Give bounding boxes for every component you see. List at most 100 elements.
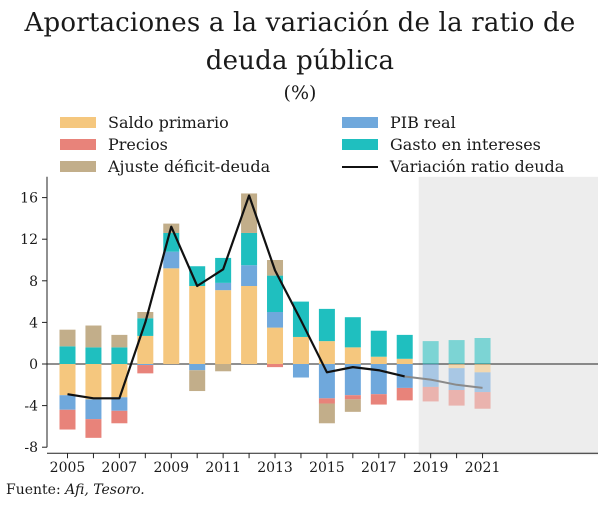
legend-item-ajuste: Ajuste déficit-deuda: [60, 157, 270, 176]
bar-pib-real: [241, 265, 258, 286]
bar-saldo-primario: [396, 358, 413, 364]
bar-pib-real: [292, 364, 309, 378]
legend-swatch-ajuste: [60, 161, 96, 172]
legend-label-saldo-primario: Saldo primario: [108, 113, 229, 132]
bar-saldo-primario: [137, 335, 154, 364]
bar-pib-real: [422, 364, 439, 387]
legend-label-variacion-ratio: Variación ratio deuda: [390, 157, 565, 176]
y-tick-label: 8: [29, 274, 38, 290]
x-tick-label: 2015: [309, 460, 345, 476]
y-tick-label: -8: [24, 440, 38, 456]
bar-precios: [448, 390, 465, 406]
y-tick-label: -4: [24, 399, 38, 415]
bar-gasto-en-intereses: [59, 346, 76, 364]
line-variacion-ratio-deuda-forecast: [404, 375, 483, 389]
bar-precios: [318, 398, 335, 404]
legend-swatch-saldo-primario: [60, 117, 96, 128]
bar-precios: [474, 392, 491, 409]
legend-item-gasto-intereses: Gasto en intereses: [342, 135, 541, 154]
bar-saldo-primario: [474, 364, 491, 373]
line-variacion-ratio-deuda: [67, 194, 405, 400]
legend-item-pib-real: PIB real: [342, 113, 456, 132]
bar-gasto-en-intereses: [189, 266, 206, 286]
x-tick-label: 2005: [50, 460, 86, 476]
bar-precios: [344, 395, 361, 400]
source-prefix: Fuente:: [6, 482, 66, 498]
bar-saldo-primario: [85, 364, 102, 400]
bar-saldo-primario: [163, 268, 180, 364]
bar-precios: [422, 386, 439, 402]
bar-ajuste-deficit-deuda: [215, 364, 232, 372]
bar-saldo-primario: [370, 356, 387, 364]
bar-pib-real: [59, 395, 76, 410]
chart-title: Aportaciones a la variación de la ratio …: [24, 8, 576, 76]
bar-ajuste-deficit-deuda: [111, 334, 128, 348]
bar-pib-real: [163, 251, 180, 269]
bar-ajuste-deficit-deuda: [241, 193, 258, 233]
x-tick-label: 2013: [257, 460, 293, 476]
bar-precios: [111, 410, 128, 424]
bar-precios: [396, 387, 413, 401]
bar-ajuste-deficit-deuda: [59, 329, 76, 347]
bar-pib-real: [189, 364, 206, 371]
legend-item-saldo-primario: Saldo primario: [60, 113, 229, 132]
x-tick-label: 2019: [413, 460, 449, 476]
bar-saldo-primario: [189, 286, 206, 364]
legend-swatch-pib-real: [342, 117, 378, 128]
bar-gasto-en-intereses: [318, 308, 335, 342]
bar-precios: [85, 419, 102, 438]
legend: Saldo primario Precios Ajuste déficit-de…: [0, 0, 600, 180]
bar-precios: [370, 394, 387, 405]
source-text: Afi, Tesoro.: [65, 482, 145, 498]
bar-saldo-primario: [215, 290, 232, 364]
legend-label-ajuste: Ajuste déficit-deuda: [108, 157, 271, 176]
legend-item-precios: Precios: [60, 135, 168, 154]
legend-swatch-precios: [60, 139, 96, 150]
bar-ajuste-deficit-deuda: [189, 370, 206, 392]
bar-saldo-primario: [318, 341, 335, 364]
bar-pib-real: [267, 312, 284, 328]
bar-gasto-en-intereses: [422, 341, 439, 364]
x-tick-label: 2011: [205, 460, 241, 476]
bar-saldo-primario: [292, 336, 309, 364]
legend-label-gasto-intereses: Gasto en intereses: [390, 135, 541, 154]
chart-subtitle: (%): [283, 82, 317, 104]
legend-label-precios: Precios: [108, 135, 168, 154]
y-tick-label: 0: [29, 357, 38, 373]
bar-ajuste-deficit-deuda: [85, 325, 102, 348]
bar-precios: [59, 409, 76, 430]
bar-gasto-en-intereses: [474, 338, 491, 364]
legend-line-variacion-ratio: [342, 165, 378, 168]
source-note: Fuente: Afi, Tesoro.: [6, 482, 145, 498]
bar-gasto-en-intereses: [241, 232, 258, 266]
bar-gasto-en-intereses: [396, 334, 413, 359]
x-tick-label: 2017: [361, 460, 397, 476]
bar-pib-real: [344, 364, 361, 396]
bar-pib-real: [137, 364, 154, 366]
bar-gasto-en-intereses: [267, 275, 284, 312]
y-tick-label: 16: [20, 191, 38, 207]
bar-ajuste-deficit-deuda: [137, 312, 154, 319]
bar-ajuste-deficit-deuda: [344, 399, 361, 412]
y-tick-label: 4: [29, 315, 38, 331]
x-tick-label: 2021: [465, 460, 501, 476]
bar-saldo-primario: [448, 364, 465, 369]
bar-gasto-en-intereses: [111, 347, 128, 364]
bar-gasto-en-intereses: [448, 340, 465, 364]
bar-pib-real: [448, 368, 465, 390]
bar-gasto-en-intereses: [370, 330, 387, 357]
bar-gasto-en-intereses: [344, 317, 361, 348]
x-tick-label: 2007: [102, 460, 138, 476]
legend-item-variacion-ratio: Variación ratio deuda: [342, 157, 564, 176]
y-tick-label: 12: [20, 232, 38, 248]
bar-gasto-en-intereses: [85, 347, 102, 364]
bar-saldo-primario: [59, 364, 76, 396]
bar-ajuste-deficit-deuda: [318, 403, 335, 424]
bar-pib-real: [318, 364, 335, 399]
bar-precios: [267, 364, 284, 368]
bar-saldo-primario: [241, 286, 258, 364]
x-tick-label: 2009: [153, 460, 189, 476]
bar-pib-real: [111, 397, 128, 411]
legend-label-pib-real: PIB real: [390, 113, 456, 132]
